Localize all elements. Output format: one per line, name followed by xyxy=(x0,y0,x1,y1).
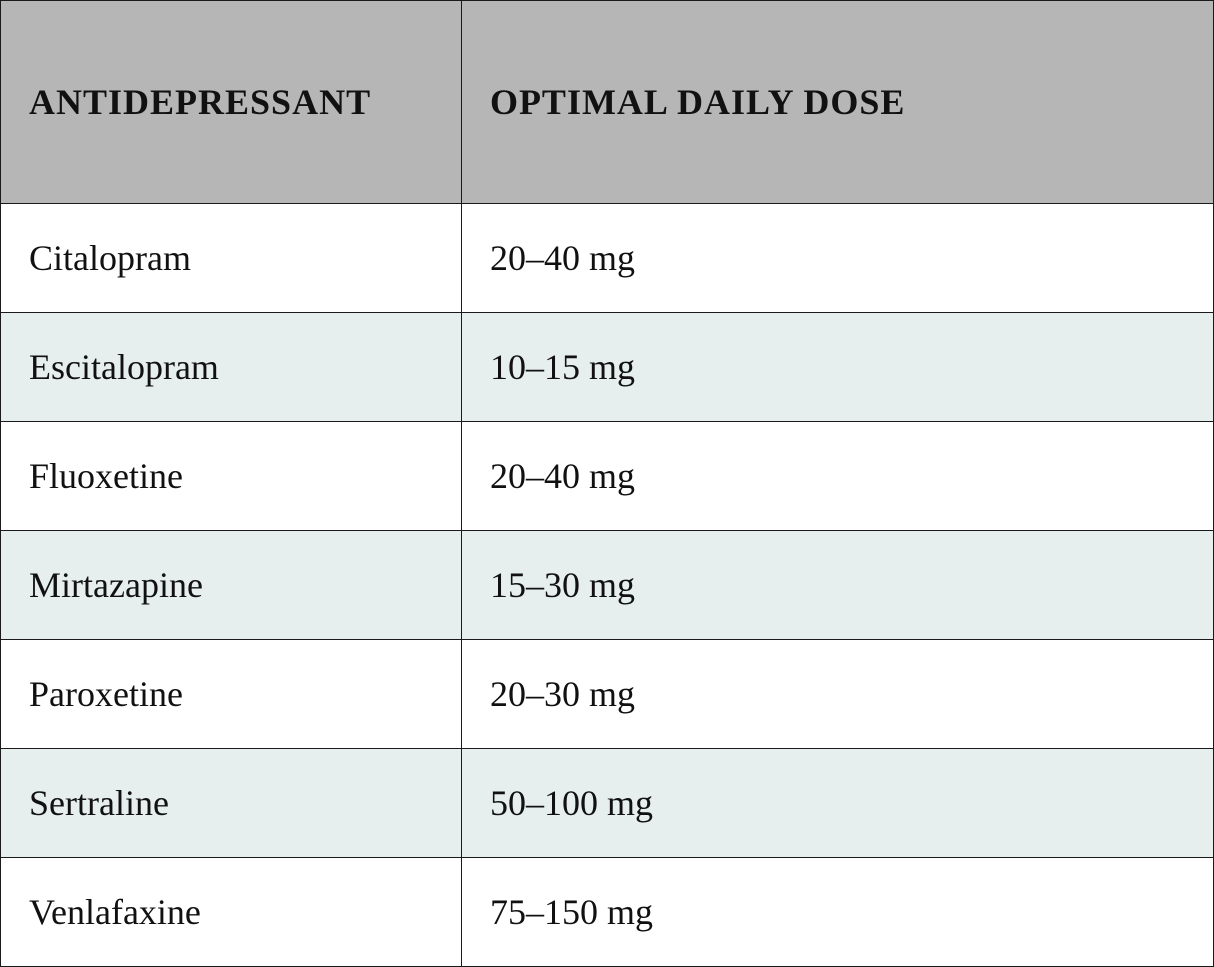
cell-dose: 50–100 mg xyxy=(461,749,1213,858)
table-row: Mirtazapine 15–30 mg xyxy=(1,531,1214,640)
cell-dose: 15–30 mg xyxy=(461,531,1213,640)
cell-drug: Sertraline xyxy=(1,749,462,858)
cell-dose: 75–150 mg xyxy=(461,858,1213,967)
table-row: Fluoxetine 20–40 mg xyxy=(1,422,1214,531)
col-header-antidepressant: ANTIDEPRESSANT xyxy=(1,1,462,204)
table-header: ANTIDEPRESSANT OPTIMAL DAILY DOSE xyxy=(1,1,1214,204)
cell-dose: 20–30 mg xyxy=(461,640,1213,749)
cell-drug: Fluoxetine xyxy=(1,422,462,531)
table-body: Citalopram 20–40 mg Escitalopram 10–15 m… xyxy=(1,204,1214,967)
cell-dose: 20–40 mg xyxy=(461,422,1213,531)
table-row: Escitalopram 10–15 mg xyxy=(1,313,1214,422)
dose-table: ANTIDEPRESSANT OPTIMAL DAILY DOSE Citalo… xyxy=(0,0,1214,967)
cell-dose: 20–40 mg xyxy=(461,204,1213,313)
cell-drug: Escitalopram xyxy=(1,313,462,422)
table-header-row: ANTIDEPRESSANT OPTIMAL DAILY DOSE xyxy=(1,1,1214,204)
table-row: Sertraline 50–100 mg xyxy=(1,749,1214,858)
dose-table-container: ANTIDEPRESSANT OPTIMAL DAILY DOSE Citalo… xyxy=(0,0,1214,967)
cell-dose: 10–15 mg xyxy=(461,313,1213,422)
cell-drug: Venlafaxine xyxy=(1,858,462,967)
col-header-dose: OPTIMAL DAILY DOSE xyxy=(461,1,1213,204)
table-row: Venlafaxine 75–150 mg xyxy=(1,858,1214,967)
cell-drug: Mirtazapine xyxy=(1,531,462,640)
table-row: Citalopram 20–40 mg xyxy=(1,204,1214,313)
table-row: Paroxetine 20–30 mg xyxy=(1,640,1214,749)
cell-drug: Paroxetine xyxy=(1,640,462,749)
cell-drug: Citalopram xyxy=(1,204,462,313)
